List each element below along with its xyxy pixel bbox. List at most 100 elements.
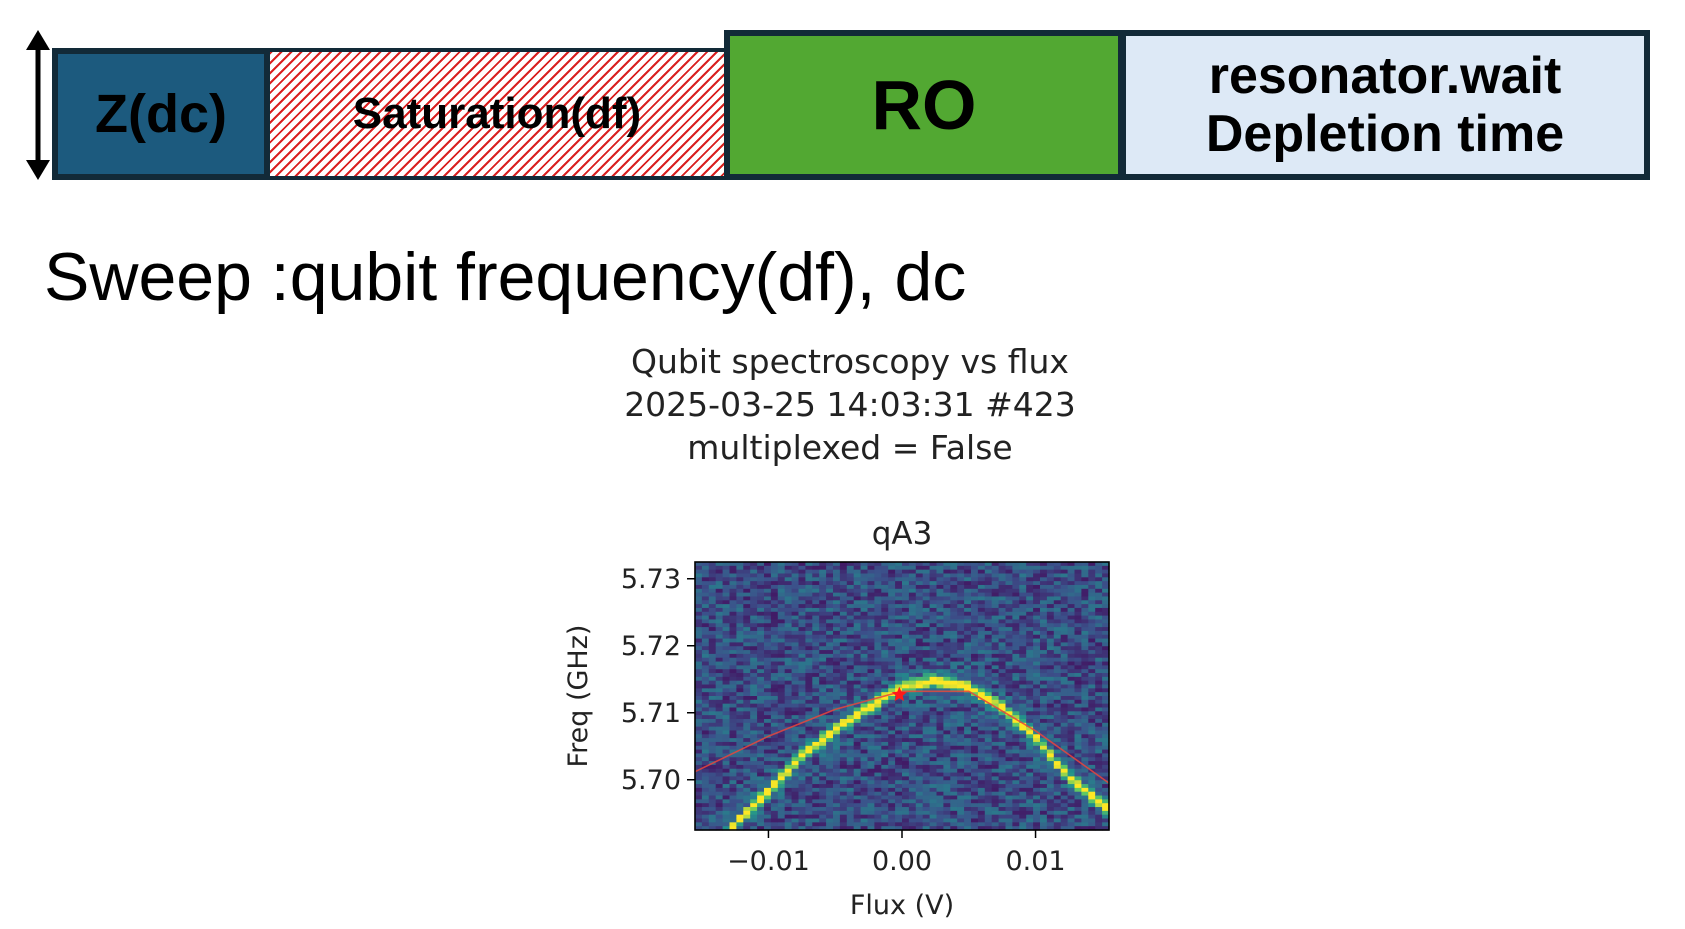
heatmap-cell	[1053, 761, 1062, 766]
heatmap-cell	[777, 799, 786, 804]
heatmap-cell	[1067, 795, 1076, 800]
heatmap-cell	[791, 673, 800, 678]
heatmap-cell	[701, 592, 710, 598]
heatmap-cell	[743, 822, 751, 827]
heatmap-cell	[964, 818, 972, 823]
heatmap-cell	[874, 776, 882, 781]
heatmap-cell	[846, 699, 855, 705]
heatmap-cell	[964, 753, 972, 758]
heatmap-cell	[957, 741, 965, 747]
heatmap-cell	[805, 684, 813, 689]
heatmap-cell	[819, 749, 827, 755]
heatmap-cell	[757, 607, 765, 613]
heatmap-cell	[984, 600, 993, 605]
heatmap-cell	[777, 768, 786, 774]
heatmap-cell	[895, 638, 903, 643]
heatmap-cell	[860, 711, 869, 716]
heatmap-cell	[764, 799, 772, 804]
heatmap-cell	[1074, 692, 1082, 697]
heatmap-cell	[977, 569, 986, 575]
heatmap-cell	[902, 814, 910, 820]
heatmap-cell	[888, 787, 896, 793]
heatmap-cell	[839, 703, 848, 709]
heatmap-cell	[798, 826, 806, 831]
heatmap-cell	[1040, 600, 1048, 605]
heatmap-cell	[971, 768, 979, 774]
heatmap-cell	[1040, 726, 1048, 732]
heatmap-cell	[826, 661, 834, 666]
heatmap-cell	[874, 745, 882, 751]
heatmap-cell	[943, 795, 951, 800]
heatmap-cell	[922, 619, 931, 624]
heatmap-cell	[784, 741, 793, 747]
heatmap-cell	[867, 726, 875, 732]
heatmap-cell	[860, 722, 869, 728]
heatmap-cell	[950, 707, 958, 712]
heatmap-cell	[729, 718, 737, 724]
heatmap-cell	[874, 791, 882, 797]
heatmap-cell	[729, 772, 737, 777]
heatmap-cell	[770, 799, 779, 804]
heatmap-cell	[1060, 581, 1069, 586]
heatmap-cell	[1019, 634, 1027, 640]
heatmap-cell	[1081, 780, 1089, 785]
heatmap-cell	[701, 711, 710, 716]
heatmap-cell	[1053, 707, 1062, 712]
heatmap-cell	[701, 630, 710, 636]
heatmap-cell	[812, 803, 820, 808]
heatmap-cell	[915, 696, 924, 701]
heatmap-cell	[1033, 780, 1041, 785]
heatmap-cell	[929, 646, 938, 651]
heatmap-cell	[936, 646, 944, 651]
heatmap-cell	[984, 757, 993, 762]
heatmap-cell	[722, 623, 731, 628]
heatmap-cell	[805, 711, 813, 716]
heatmap-cell	[1026, 807, 1034, 812]
heatmap-cell	[695, 711, 703, 716]
heatmap-cell	[977, 646, 986, 651]
heatmap-cell	[1053, 669, 1062, 674]
heatmap-cell	[833, 734, 841, 739]
heatmap-cell	[1046, 764, 1055, 770]
heatmap-cell	[750, 673, 758, 678]
heatmap-cell	[1081, 787, 1089, 793]
heatmap-cell	[770, 562, 779, 567]
heatmap-cell	[833, 638, 841, 643]
heatmap-cell	[812, 814, 820, 820]
heatmap-cell	[929, 584, 938, 590]
heatmap-cell	[708, 768, 717, 774]
heatmap-cell	[908, 588, 917, 594]
heatmap-cell	[1081, 761, 1089, 766]
heatmap-cell	[874, 741, 882, 747]
heatmap-cell	[791, 684, 800, 689]
heatmap-cell	[798, 715, 806, 720]
heatmap-cell	[943, 680, 951, 686]
heatmap-cell	[881, 611, 889, 617]
heatmap-cell	[895, 665, 903, 670]
heatmap-cell	[936, 795, 944, 800]
heatmap-cell	[1019, 619, 1027, 624]
heatmap-cell	[819, 584, 827, 590]
heatmap-cell	[908, 562, 917, 567]
heatmap-cell	[1074, 749, 1082, 755]
heatmap-cell	[715, 596, 724, 601]
heatmap-cell	[736, 696, 744, 701]
heatmap-cell	[750, 814, 758, 820]
heatmap-cell	[1046, 803, 1055, 808]
heatmap-cell	[881, 642, 889, 647]
heatmap-cell	[964, 772, 972, 777]
heatmap-cell	[971, 588, 979, 594]
heatmap-cell	[1019, 638, 1027, 643]
heatmap-cell	[729, 604, 737, 609]
heatmap-cell	[908, 761, 917, 766]
heatmap-cell	[764, 607, 772, 613]
heatmap-cell	[908, 680, 917, 686]
heatmap-cell	[874, 688, 882, 693]
heatmap-cell	[791, 745, 800, 751]
heatmap-cell	[860, 565, 869, 571]
heatmap-cell	[1060, 607, 1069, 613]
heatmap-cell	[791, 791, 800, 797]
heatmap-cell	[791, 715, 800, 720]
heatmap-cell	[936, 768, 944, 774]
heatmap-cell	[915, 650, 924, 655]
